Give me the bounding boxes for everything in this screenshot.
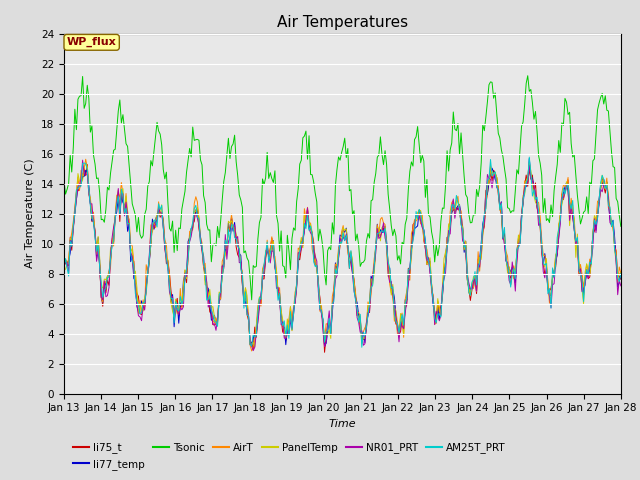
Title: Air Temperatures: Air Temperatures: [277, 15, 408, 30]
AM25T_PRT: [244, 313, 252, 319]
Tsonic: [244, 258, 252, 264]
AM25T_PRT: [226, 240, 234, 246]
AirT: [248, 348, 255, 354]
NR01_PRT: [246, 339, 254, 345]
PanelTemp: [305, 221, 313, 227]
AirT: [257, 303, 265, 309]
AirT: [307, 220, 314, 226]
Tsonic: [248, 297, 255, 303]
li77_temp: [129, 252, 136, 258]
Text: WP_flux: WP_flux: [67, 37, 116, 48]
li77_temp: [321, 343, 328, 348]
li75_t: [305, 224, 313, 229]
AM25T_PRT: [60, 264, 68, 270]
NR01_PRT: [228, 226, 236, 232]
Tsonic: [226, 156, 234, 161]
AirT: [228, 211, 236, 217]
Y-axis label: Air Temperature (C): Air Temperature (C): [26, 159, 35, 268]
PanelTemp: [251, 344, 259, 350]
NR01_PRT: [307, 230, 314, 236]
li77_temp: [60, 261, 68, 267]
Tsonic: [305, 133, 313, 139]
Tsonic: [589, 158, 596, 164]
AirT: [589, 230, 596, 236]
li75_t: [321, 349, 328, 355]
AirT: [60, 265, 68, 271]
Line: PanelTemp: PanelTemp: [64, 163, 621, 347]
Tsonic: [60, 179, 68, 184]
AM25T_PRT: [254, 310, 262, 315]
NR01_PRT: [130, 270, 138, 276]
PanelTemp: [525, 160, 533, 166]
PanelTemp: [617, 270, 625, 276]
AirT: [130, 259, 138, 264]
li77_temp: [303, 206, 311, 212]
li75_t: [60, 264, 68, 269]
PanelTemp: [60, 267, 68, 273]
li77_temp: [244, 313, 252, 319]
AM25T_PRT: [589, 232, 596, 238]
Tsonic: [617, 224, 625, 229]
NR01_PRT: [60, 262, 68, 268]
li75_t: [83, 162, 91, 168]
AM25T_PRT: [617, 271, 625, 276]
Line: li77_temp: li77_temp: [64, 158, 621, 346]
Line: li75_t: li75_t: [64, 165, 621, 352]
AM25T_PRT: [358, 344, 365, 350]
Legend: li75_t, li77_temp, Tsonic, AirT, PanelTemp, NR01_PRT, AM25T_PRT: li75_t, li77_temp, Tsonic, AirT, PanelTe…: [69, 438, 509, 474]
li77_temp: [254, 308, 262, 314]
li75_t: [589, 231, 596, 237]
Tsonic: [255, 220, 263, 226]
li75_t: [228, 215, 236, 220]
PanelTemp: [244, 318, 252, 324]
Tsonic: [524, 73, 532, 79]
li75_t: [255, 296, 263, 302]
AirT: [82, 156, 90, 162]
AirT: [246, 342, 254, 348]
X-axis label: Time: Time: [328, 419, 356, 429]
NR01_PRT: [250, 348, 257, 354]
NR01_PRT: [257, 290, 265, 296]
Line: AirT: AirT: [64, 159, 621, 351]
li77_temp: [226, 228, 234, 234]
li77_temp: [525, 156, 533, 161]
li77_temp: [589, 230, 596, 236]
PanelTemp: [255, 294, 263, 300]
PanelTemp: [589, 231, 596, 237]
Tsonic: [129, 201, 136, 207]
li77_temp: [617, 269, 625, 275]
NR01_PRT: [589, 244, 596, 250]
AirT: [617, 270, 625, 276]
PanelTemp: [129, 245, 136, 251]
li75_t: [130, 258, 138, 264]
Line: AM25T_PRT: AM25T_PRT: [64, 157, 621, 347]
NR01_PRT: [617, 283, 625, 288]
AM25T_PRT: [303, 211, 311, 217]
Line: Tsonic: Tsonic: [64, 76, 621, 300]
AM25T_PRT: [525, 154, 533, 160]
NR01_PRT: [79, 157, 86, 163]
AM25T_PRT: [129, 258, 136, 264]
li75_t: [246, 341, 254, 347]
Line: NR01_PRT: NR01_PRT: [64, 160, 621, 351]
li75_t: [617, 276, 625, 282]
PanelTemp: [226, 220, 234, 226]
